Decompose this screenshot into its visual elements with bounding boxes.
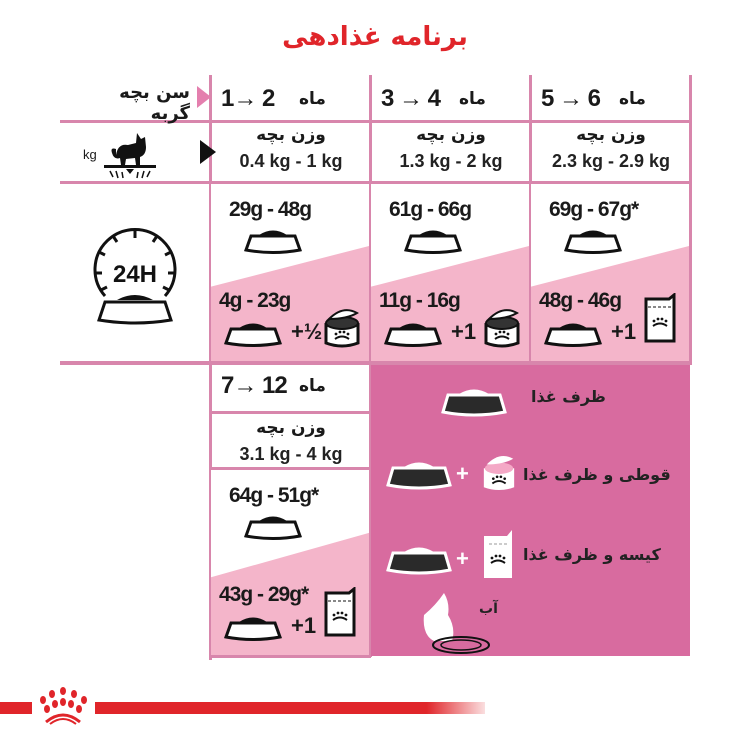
month-word: ماه	[299, 89, 326, 109]
divider	[369, 362, 372, 657]
filled-bowl-icon	[386, 458, 452, 494]
feeding-cell: 29g - 48g 4g - 23g +½	[211, 184, 369, 361]
weight-label: وزن بچه	[416, 125, 486, 145]
divider	[209, 655, 371, 658]
legend-panel: ظرف غذا + قوطی و ظرف غذا + کیسه و ظرف غذ…	[371, 365, 690, 656]
pouch-icon	[323, 585, 357, 641]
24h-bowl-icon: 24H	[93, 228, 177, 325]
feeding-cell: 61g - 66g 11g - 16g +1	[371, 184, 529, 361]
bowl-icon	[543, 319, 603, 351]
month-word: ماه	[619, 89, 646, 109]
feeding-cell: 64g - 51g* 43g - 29g* +1	[211, 470, 369, 655]
can-icon	[483, 307, 521, 353]
bowl-icon	[403, 226, 463, 258]
pink-arrow-icon	[197, 86, 211, 108]
divider	[689, 75, 692, 365]
weight-label: وزن بچه	[256, 125, 326, 145]
cat-drinking-water-icon	[423, 593, 490, 654]
weight-range: 3.1 kg - 4 kg	[239, 444, 343, 464]
weight-range: 0.4 kg - 1 kg	[239, 151, 343, 171]
weight-label: وزن بچه	[576, 125, 646, 145]
bowl-icon	[383, 319, 443, 351]
legend-label: کیسه و ظرف غذا	[523, 545, 661, 564]
pouch-icon	[643, 291, 677, 347]
filled-bowl-icon	[441, 385, 507, 421]
weight-range: 1.3 kg - 2 kg	[399, 151, 503, 171]
mixed-dry-amount: 4g - 23g	[219, 289, 291, 312]
bowl-icon	[223, 613, 283, 645]
age-range: 1→ 2	[221, 85, 275, 112]
can-icon	[323, 307, 361, 353]
bowl-icon	[243, 512, 303, 544]
plus-sign: +	[456, 461, 469, 486]
divider	[369, 75, 372, 365]
age-label: سن بچه گربه	[119, 82, 190, 124]
divider	[60, 120, 690, 123]
divider	[209, 467, 371, 470]
clock-label: 24H	[113, 261, 157, 288]
brand-stripe	[95, 702, 485, 714]
pouch-icon	[481, 530, 515, 584]
plus-sign: +	[456, 546, 469, 571]
page-title: برنامه غذادهی	[282, 22, 468, 52]
bowl-icon	[243, 226, 303, 258]
divider	[209, 411, 371, 414]
age-range: 7→ 12	[221, 372, 288, 399]
wet-quantity: +1	[611, 319, 637, 344]
dry-only-amount: 61g - 66g	[389, 198, 472, 221]
royal-canin-crown-logo	[40, 687, 87, 725]
age-range: 3 → 4	[381, 85, 441, 112]
filled-bowl-icon	[386, 543, 452, 579]
kitten-scale-icon	[104, 133, 156, 179]
legend-label: قوطی و ظرف غذا	[523, 465, 671, 484]
weight-range: 2.3 kg - 2.9 kg	[551, 151, 671, 171]
divider	[60, 361, 690, 365]
bowl-icon	[563, 226, 623, 258]
wet-quantity: +½	[291, 319, 323, 344]
feeding-cell: 69g - 67g* 48g - 46g +1	[531, 184, 689, 361]
dry-only-amount: 64g - 51g*	[229, 484, 319, 507]
wet-quantity: +1	[291, 613, 317, 638]
divider	[209, 75, 212, 660]
brand-stripe	[0, 702, 32, 714]
wet-quantity: +1	[451, 319, 477, 344]
bowl-icon	[223, 319, 283, 351]
legend-label: ظرف غذا	[531, 387, 606, 406]
can-icon	[481, 452, 517, 498]
month-word: ماه	[299, 376, 326, 396]
divider	[60, 181, 690, 184]
dry-only-amount: 69g - 67g*	[549, 198, 639, 221]
mixed-dry-amount: 11g - 16g	[379, 289, 461, 312]
divider	[529, 75, 532, 365]
age-range: 5 → 6	[541, 85, 601, 112]
black-arrow-icon	[200, 140, 216, 164]
kg-label: kg	[83, 147, 97, 162]
weight-label: وزن بچه	[256, 418, 326, 438]
mixed-dry-amount: 43g - 29g*	[219, 583, 309, 606]
month-word: ماه	[459, 89, 486, 109]
legend-label: آب	[479, 601, 498, 617]
mixed-dry-amount: 48g - 46g	[539, 289, 622, 312]
dry-only-amount: 29g - 48g	[229, 198, 312, 221]
